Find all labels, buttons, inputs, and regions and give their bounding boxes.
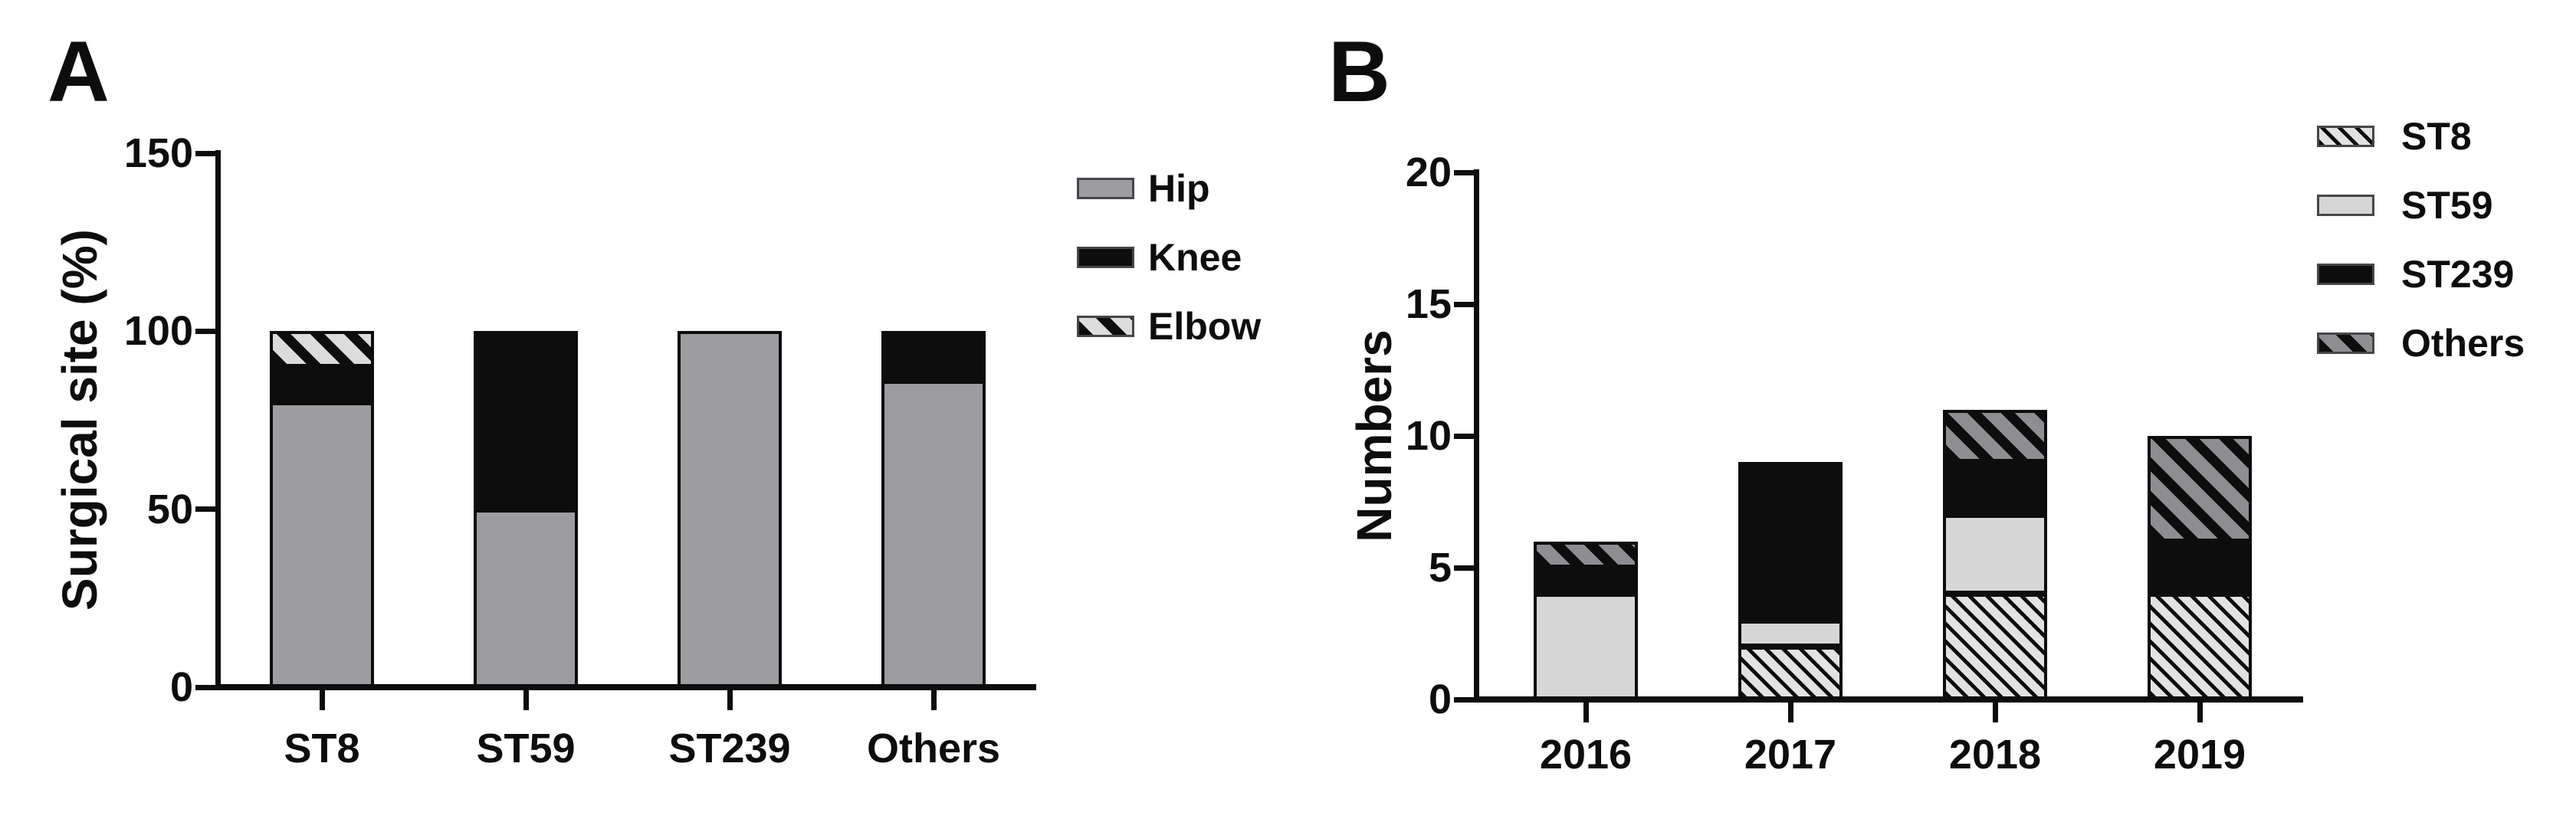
y-tick [1454, 169, 1474, 175]
x-category-label: ST239 [668, 726, 791, 771]
y-tick [1454, 696, 1474, 703]
x-category-label: ST59 [476, 726, 576, 771]
legend-swatch-st59 [2317, 195, 2374, 216]
x-tick [523, 690, 529, 710]
y-tick [1454, 301, 1474, 307]
y-tick [195, 150, 215, 156]
bar-segment-hip-st239 [678, 331, 782, 687]
panel-b-letter: B [1328, 24, 1390, 120]
legend-label-knee: Knee [1148, 236, 1242, 279]
x-tick [1787, 703, 1793, 722]
legend-label-hip: Hip [1148, 167, 1210, 210]
bar-segment-st59-2017 [1738, 620, 1843, 647]
bar-segment-st8-2019 [2148, 594, 2252, 699]
y-tick-label: 0 [1428, 676, 1452, 722]
y-tick-label: 15 [1405, 281, 1452, 327]
panel-a-letter: A [48, 24, 110, 120]
bar-segment-st8-2017 [1738, 647, 1843, 699]
y-axis-line [215, 150, 221, 690]
y-axis-line [1474, 169, 1479, 703]
bar-segment-hip-st8 [270, 402, 374, 687]
legend-swatch-hip [1077, 178, 1134, 199]
y-tick [1454, 433, 1474, 439]
legend-label-st59: ST59 [2401, 184, 2493, 227]
y-tick-label: 20 [1405, 149, 1452, 195]
legend-swatch-st239 [2317, 264, 2374, 285]
bar-segment-others-2019 [2148, 436, 2252, 542]
x-category-label: ST8 [284, 726, 360, 771]
legend-swatch-knee [1077, 247, 1134, 268]
y-tick-label: 50 [146, 486, 193, 532]
x-category-label: 2019 [2153, 732, 2246, 778]
x-tick [1992, 703, 1998, 722]
panel-a-y-axis-title: Surgical site (%) [52, 229, 107, 611]
bar-segment-others-2016 [1534, 541, 1638, 568]
y-tick [1454, 565, 1474, 571]
y-tick [195, 506, 215, 513]
x-category-label: 2018 [1948, 732, 2042, 778]
bar-segment-knee-st8 [270, 366, 374, 403]
y-tick-label: 10 [1405, 413, 1452, 459]
bar-segment-st239-2018 [1943, 462, 2047, 516]
bar-segment-st8-2018 [1943, 594, 2047, 699]
bar-segment-others-2018 [1943, 409, 2047, 463]
y-tick [195, 684, 215, 690]
bar-segment-st239-2016 [1534, 568, 1638, 595]
x-tick [727, 690, 733, 710]
legend-label-elbow: Elbow [1148, 305, 1262, 348]
legend-swatch-elbow [1077, 316, 1134, 337]
bar-segment-st239-2017 [1738, 462, 1843, 621]
legend-label-st8: ST8 [2401, 115, 2472, 158]
y-tick [195, 328, 215, 334]
x-category-label: Others [866, 726, 1001, 771]
bar-segment-st59-2018 [1943, 515, 2047, 595]
x-category-label: 2016 [1539, 732, 1633, 778]
legend-swatch-others [2317, 332, 2374, 354]
bar-segment-hip-st59 [474, 509, 578, 687]
legend-label-others: Others [2401, 322, 2525, 365]
x-tick [2197, 703, 2203, 722]
bar-segment-st239-2019 [2148, 541, 2252, 595]
bar-segment-knee-others [881, 331, 986, 382]
x-category-label: 2017 [1744, 732, 1837, 778]
x-axis-line [1474, 696, 2303, 703]
legend-label-st239: ST239 [2401, 253, 2515, 296]
bar-segment-knee-st59 [474, 331, 578, 509]
bar-segment-hip-others [881, 381, 986, 687]
y-tick-label: 5 [1428, 545, 1452, 591]
bar-segment-st59-2016 [1534, 594, 1638, 699]
x-axis-line [215, 684, 1036, 690]
bar-segment-elbow-st8 [270, 331, 374, 367]
x-tick [319, 690, 325, 710]
y-tick-label: 100 [123, 308, 193, 355]
x-tick [1583, 703, 1589, 722]
legend-swatch-st8 [2317, 126, 2374, 147]
y-tick-label: 0 [169, 664, 193, 710]
y-tick-label: 150 [123, 130, 193, 176]
x-tick [930, 690, 937, 710]
